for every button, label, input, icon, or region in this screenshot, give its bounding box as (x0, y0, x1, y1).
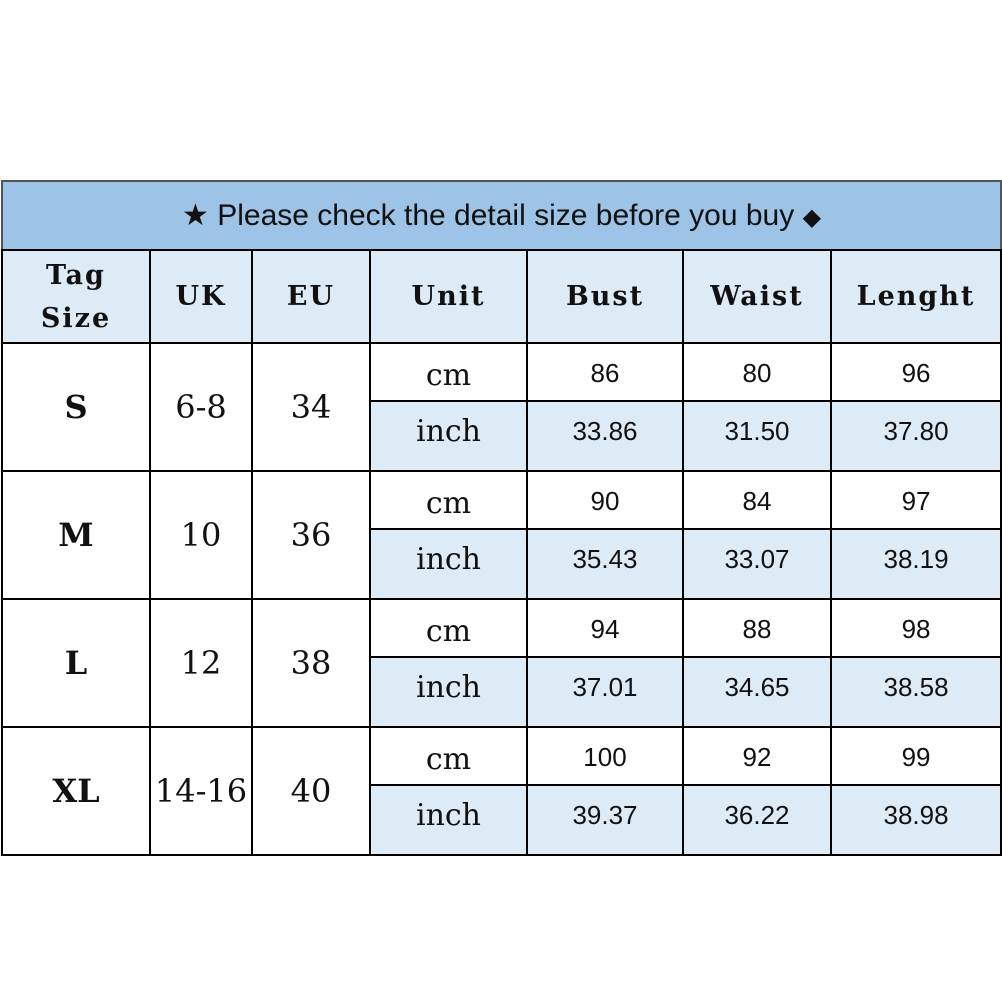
uk-cell: 12 (149, 598, 253, 728)
unit-cell: cm (369, 342, 528, 402)
waist-cell: 33.07 (682, 528, 832, 600)
title-text: Please check the detail size before you … (217, 199, 795, 232)
bust-cell: 90 (526, 470, 684, 530)
table-row-cm: XL 14-16 40 cm 100 92 99 (1, 726, 1002, 856)
length-cell: 38.58 (829, 656, 1002, 728)
length-cell: 37.80 (829, 400, 1002, 472)
table-row-inch: inch 33.86 31.50 37.80 (2, 400, 1002, 472)
length-cell: 38.19 (829, 528, 1002, 600)
bust-cell: 33.86 (526, 400, 684, 472)
column-header: Unit (369, 249, 528, 344)
unit-cell: cm (369, 470, 528, 530)
size-cell: M (1, 470, 151, 600)
star-icon: ★ (181, 199, 209, 232)
uk-cell: 10 (149, 470, 253, 600)
waist-cell: 36.22 (682, 784, 832, 856)
unit-cell: inch (369, 784, 528, 856)
size-table: ★ Please check the detail size before yo… (0, 180, 1002, 856)
table-row-cm: S 6-8 34 cm 86 80 96 (1, 342, 1002, 472)
bust-cell: 39.37 (526, 784, 684, 856)
table-row-cm: M 10 36 cm 90 84 97 (1, 470, 1002, 600)
waist-cell: 88 (682, 598, 832, 658)
length-cell: 99 (829, 726, 1002, 786)
eu-cell: 34 (251, 342, 371, 472)
waist-cell: 80 (682, 342, 832, 402)
eu-cell: 38 (251, 598, 371, 728)
column-header: Bust (526, 249, 684, 344)
bust-cell: 86 (526, 342, 684, 402)
bust-cell: 94 (526, 598, 684, 658)
table-row-inch: inch 35.43 33.07 38.19 (2, 528, 1002, 600)
size-cell: XL (1, 726, 151, 856)
waist-cell: 31.50 (682, 400, 832, 472)
column-header: UK (149, 249, 253, 344)
bust-cell: 100 (526, 726, 684, 786)
table-row-inch: inch 37.01 34.65 38.58 (2, 656, 1002, 728)
unit-cell: cm (369, 726, 528, 786)
unit-cell: cm (369, 598, 528, 658)
length-cell: 97 (829, 470, 1002, 530)
eu-cell: 36 (251, 470, 371, 600)
length-cell: 98 (829, 598, 1002, 658)
column-header: Tag Size (1, 249, 151, 344)
unit-cell: inch (369, 528, 528, 600)
column-header: Lenght (829, 249, 1002, 344)
size-cell: L (1, 598, 151, 728)
table-row-cm: L 12 38 cm 94 88 98 (1, 598, 1002, 728)
size-chart: ★ Please check the detail size before yo… (0, 180, 1002, 856)
size-cell: S (1, 342, 151, 472)
diamond-icon: ◆ (802, 204, 822, 231)
bust-cell: 35.43 (526, 528, 684, 600)
uk-cell: 14-16 (149, 726, 253, 856)
title-banner: ★ Please check the detail size before yo… (0, 180, 1002, 251)
unit-cell: inch (369, 400, 528, 472)
uk-cell: 6-8 (149, 342, 253, 472)
bust-cell: 37.01 (526, 656, 684, 728)
column-header: EU (251, 249, 371, 344)
length-cell: 38.98 (829, 784, 1002, 856)
waist-cell: 34.65 (682, 656, 832, 728)
length-cell: 96 (829, 342, 1002, 402)
waist-cell: 92 (682, 726, 832, 786)
table-row-inch: inch 39.37 36.22 38.98 (2, 784, 1002, 856)
unit-cell: inch (369, 656, 528, 728)
waist-cell: 84 (682, 470, 832, 530)
column-header: Waist (682, 249, 832, 344)
eu-cell: 40 (251, 726, 371, 856)
